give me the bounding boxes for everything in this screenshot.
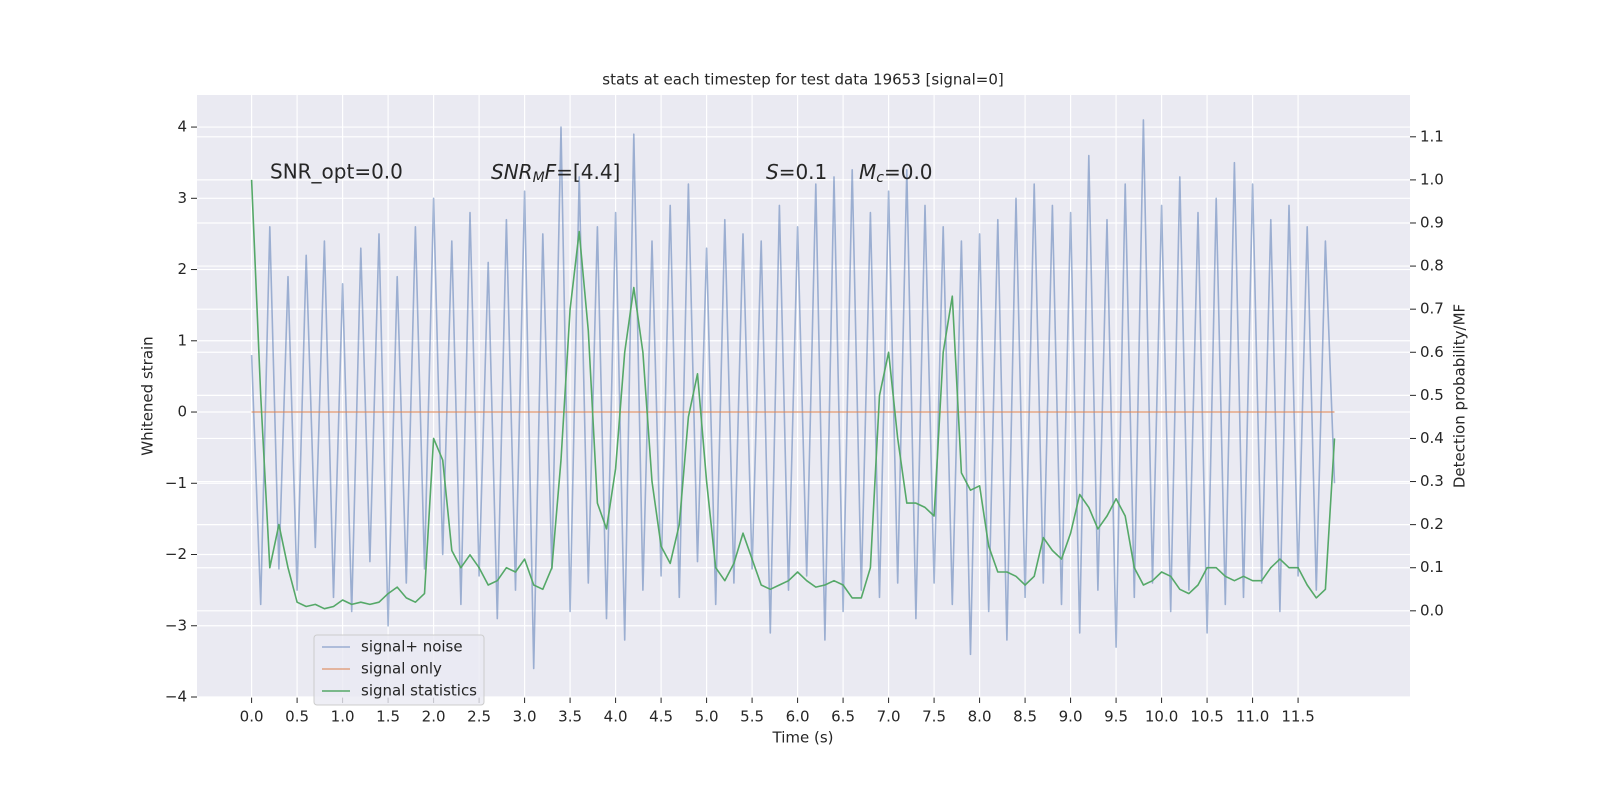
y2-tick-label: 0.5 [1420,386,1444,404]
legend-box [313,634,485,706]
x-tick-label: 4.5 [649,708,673,726]
legend-label: signal only [361,660,442,678]
y2-tick-label: 0.0 [1420,601,1444,619]
x-tick-label: 7.5 [922,708,946,726]
x-tick-label: 10.5 [1190,708,1223,726]
x-tick-label: 1.5 [376,708,400,726]
x-tick-label: 11.0 [1236,708,1269,726]
legend-label: signal statistics [361,682,477,700]
x-tick-label: 6.0 [786,708,810,726]
x-tick-label: 5.5 [740,708,764,726]
x-tick-label: 2.5 [467,708,491,726]
x-tick-label: 4.0 [604,708,628,726]
annotation-part: =[4.4] [556,160,620,184]
x-tick-label: 0.5 [285,708,309,726]
series-line [250,119,1336,670]
y-tick-label: 0 [177,403,187,421]
x-axis-label: Time (s) [772,729,834,747]
y2-tick-label: 0.8 [1420,257,1444,275]
plot-area [197,95,1410,697]
annotation-part: c [876,170,884,186]
y-tick-label: −2 [165,545,187,563]
y2-tick-label: 0.6 [1420,343,1444,361]
x-tick-label: 0.0 [240,708,264,726]
annotation-part: M [533,170,545,186]
x-tick-label: 11.5 [1281,708,1314,726]
y-tick-label: 3 [177,189,187,207]
x-tick-label: 7.0 [877,708,901,726]
y2-tick-label: 1.0 [1420,170,1444,188]
x-tick-label: 9.0 [1059,708,1083,726]
annotation-part: SNR [491,160,533,184]
annotation-part: =0.1 [779,160,828,184]
y2-tick-label: 0.2 [1420,515,1444,533]
annotation-part: S [766,160,779,184]
series-line [250,179,1336,610]
annotation-part: =0.0 [884,160,933,184]
x-tick-label: 9.5 [1104,708,1128,726]
y2-tick-label: 0.1 [1420,558,1444,576]
y-tick-label: 2 [177,260,187,278]
y-axis-label: Whitened strain [139,336,157,455]
y2-tick-label: 0.3 [1420,472,1444,490]
y2-tick-label: 0.4 [1420,429,1444,447]
annotation: S=0.1 [766,160,827,184]
x-tick-label: 3.0 [513,708,537,726]
y-tick-label: −4 [165,688,187,706]
x-tick-label: 6.5 [831,708,855,726]
y2-tick-label: 0.9 [1420,213,1444,231]
x-tick-label: 3.5 [558,708,582,726]
annotation: SNR_opt=0.0 [270,160,403,184]
x-tick-label: 8.5 [1013,708,1037,726]
x-tick-label: 5.0 [695,708,719,726]
y-tick-label: 1 [177,331,187,349]
y-tick-label: −3 [165,616,187,634]
legend-label: signal+ noise [361,638,463,656]
annotation: Mc=0.0 [859,160,933,187]
x-tick-label: 2.0 [422,708,446,726]
x-tick-label: 1.0 [331,708,355,726]
chart-title: stats at each timestep for test data 196… [602,71,1003,89]
annotation-part: M [859,160,876,184]
x-tick-label: 8.0 [968,708,992,726]
y-tick-label: −1 [165,474,187,492]
x-tick-label: 10.0 [1145,708,1178,726]
annotation: SNRMF=[4.4] [491,160,620,187]
y2-axis-label: Detection probability/MF [1451,304,1469,488]
annotation-part: F [545,160,557,184]
y2-tick-label: 0.7 [1420,300,1444,318]
y2-tick-label: 1.1 [1420,127,1444,145]
y-tick-label: 4 [177,118,187,136]
